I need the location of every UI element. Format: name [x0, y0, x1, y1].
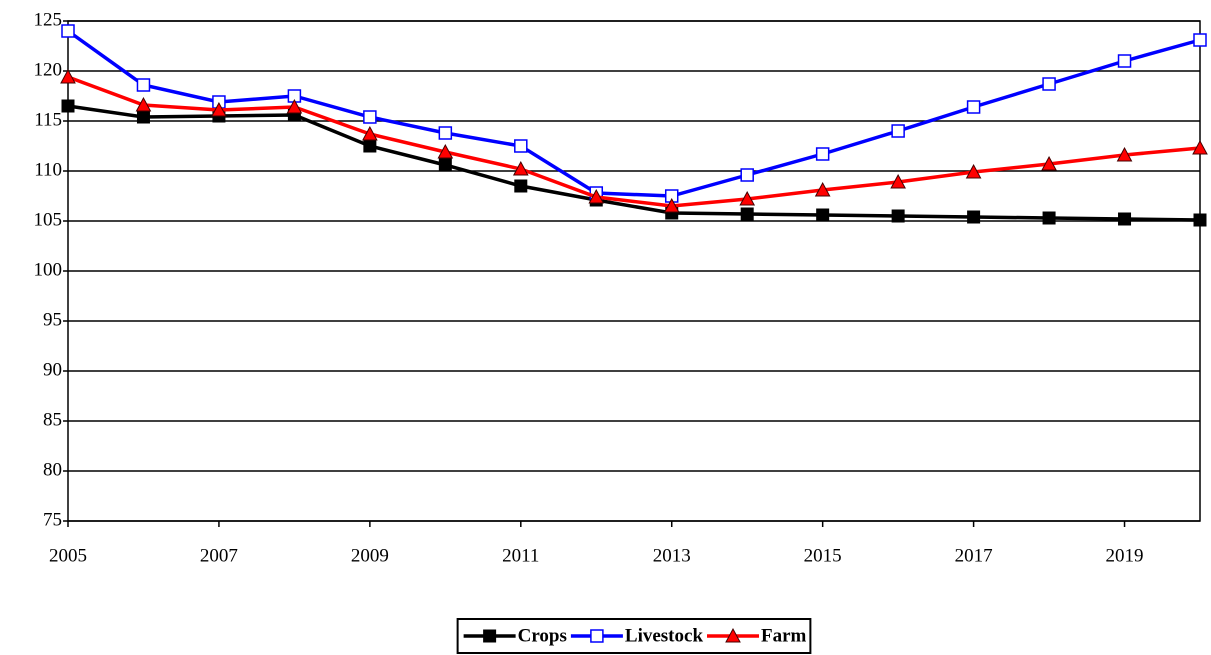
legend-label: Farm — [761, 625, 807, 646]
marker — [815, 147, 830, 161]
marker — [590, 629, 604, 643]
y-tick-label: 110 — [34, 159, 62, 180]
series-line — [67, 104, 1201, 222]
y-tick-label: 115 — [34, 109, 62, 130]
marker — [967, 210, 981, 224]
marker — [483, 629, 497, 643]
y-tick-label: 75 — [43, 509, 62, 530]
marker — [514, 139, 528, 153]
marker — [61, 99, 75, 113]
marker — [136, 78, 151, 92]
legend-label: Livestock — [625, 625, 704, 646]
marker — [1042, 211, 1056, 225]
marker — [1193, 33, 1207, 47]
y-tick-label: 125 — [34, 9, 63, 30]
marker — [663, 197, 680, 213]
marker — [891, 209, 905, 223]
marker — [1117, 54, 1132, 68]
marker — [890, 173, 906, 189]
marker — [740, 207, 754, 221]
marker — [1192, 139, 1208, 155]
marker — [965, 163, 982, 179]
x-tick-label: 2009 — [351, 545, 389, 566]
marker — [286, 98, 303, 114]
series-line — [67, 75, 1201, 208]
marker — [363, 139, 377, 153]
x-tick-label: 2007 — [200, 545, 238, 566]
y-tick-label: 100 — [34, 259, 63, 280]
x-tick-label: 2013 — [653, 545, 691, 566]
legend-label: Crops — [518, 625, 567, 646]
x-tick-label: 2017 — [955, 545, 993, 566]
y-tick-label: 95 — [43, 309, 62, 330]
marker — [1118, 212, 1132, 226]
marker — [61, 24, 75, 38]
marker — [1116, 146, 1133, 162]
marker — [438, 126, 453, 140]
marker — [211, 101, 227, 117]
marker — [135, 96, 152, 112]
x-tick-label: 2015 — [804, 545, 842, 566]
marker — [136, 110, 150, 124]
y-tick-label: 90 — [43, 359, 62, 380]
plot-border — [67, 20, 1201, 522]
y-tick-label: 80 — [43, 459, 62, 480]
marker — [816, 208, 830, 222]
marker — [362, 125, 378, 141]
x-tick-label: 2005 — [49, 545, 87, 566]
marker — [437, 143, 454, 159]
y-tick-label: 105 — [34, 209, 63, 230]
marker — [966, 100, 981, 114]
series-line — [66, 29, 1201, 198]
marker — [725, 627, 741, 643]
marker — [438, 158, 452, 172]
marker — [1193, 213, 1207, 227]
marker — [1041, 155, 1057, 171]
marker — [891, 124, 905, 138]
marker — [739, 190, 756, 206]
marker — [512, 160, 529, 176]
x-tick-label: 2019 — [1106, 545, 1144, 566]
y-tick-label: 85 — [43, 409, 62, 430]
marker — [1042, 77, 1056, 91]
legend: Crops Livestock Farm — [456, 618, 812, 654]
marker — [740, 168, 754, 182]
y-tick-label: 120 — [34, 59, 63, 80]
marker — [814, 181, 831, 197]
marker — [588, 188, 605, 204]
x-tick-label: 2011 — [502, 545, 539, 566]
marker — [363, 110, 377, 124]
marker — [60, 68, 76, 84]
marker — [514, 179, 528, 193]
